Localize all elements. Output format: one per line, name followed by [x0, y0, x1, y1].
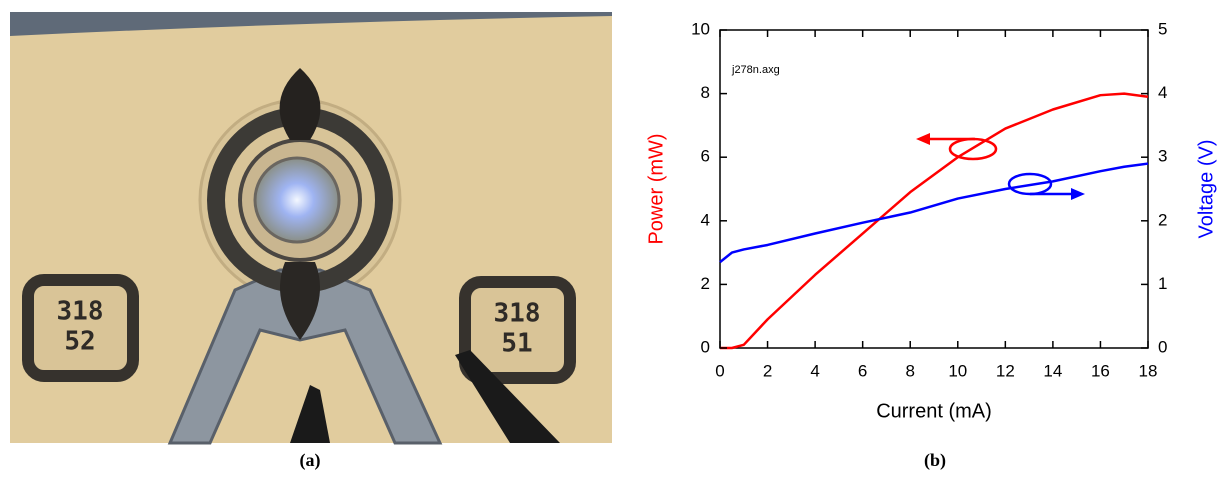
x-tick-label: 8	[905, 361, 914, 380]
y-tick-label: 8	[701, 83, 710, 102]
emission-spot	[255, 158, 339, 242]
x-tick-label: 2	[763, 361, 772, 380]
series-line	[720, 94, 1148, 348]
y-tick-label: 2	[701, 274, 710, 293]
pad-label: 51	[501, 329, 532, 359]
y2-tick-label: 5	[1158, 19, 1167, 38]
panel-caption: (b)	[924, 450, 946, 471]
x-tick-label: 10	[948, 361, 967, 380]
arrow-head	[916, 133, 930, 145]
y2-tick-label: 1	[1158, 274, 1167, 293]
plot-frame	[720, 30, 1148, 348]
pad-label: 52	[64, 327, 95, 357]
figure: 3185231851 (a) (b) j278n.axg Current (mA…	[0, 0, 1222, 473]
x-tick-label: 6	[858, 361, 867, 380]
y-tick-label: 6	[701, 147, 710, 166]
x-axis-label: Current (mA)	[876, 400, 992, 422]
x-tick-label: 12	[996, 361, 1015, 380]
x-tick-label: 16	[1091, 361, 1110, 380]
annotation: j278n.axg	[731, 64, 780, 76]
y2-tick-label: 3	[1158, 147, 1167, 166]
pad-label: 318	[57, 297, 104, 327]
y-tick-label: 4	[701, 210, 710, 229]
y-tick-label: 0	[701, 337, 710, 356]
y2-tick-label: 4	[1158, 83, 1167, 102]
series-line	[720, 164, 1148, 263]
pad-label: 318	[494, 299, 541, 329]
y2-tick-label: 0	[1158, 337, 1167, 356]
y2-axis-label: Voltage (V)	[1195, 140, 1217, 239]
arrow-head	[1071, 188, 1085, 200]
y-axis-label: Power (mW)	[645, 133, 667, 244]
x-tick-label: 14	[1043, 361, 1062, 380]
x-tick-label: 0	[715, 361, 724, 380]
y-tick-label: 10	[691, 19, 710, 38]
y2-tick-label: 2	[1158, 210, 1167, 229]
panel-caption: (a)	[300, 450, 321, 471]
x-tick-label: 4	[810, 361, 819, 380]
x-tick-label: 18	[1139, 361, 1158, 380]
